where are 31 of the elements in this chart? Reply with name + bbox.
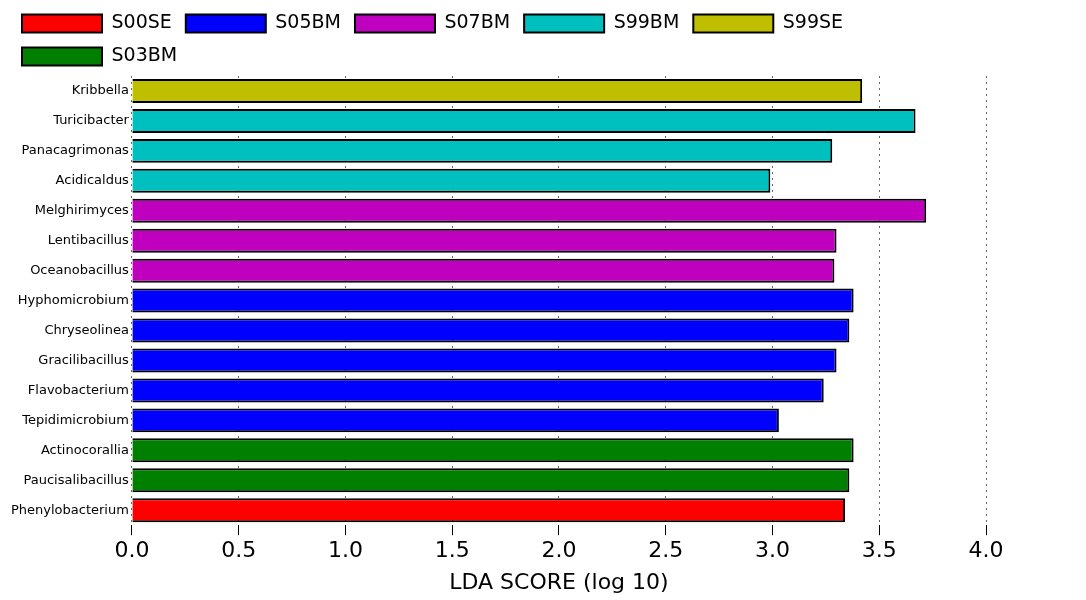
x-tick-label: 2.0 — [541, 537, 577, 563]
y-tick-label: Melghirimyces — [34, 202, 130, 218]
legend-label: S07BM — [444, 10, 511, 33]
x-tick-label: 3.0 — [754, 537, 790, 563]
y-tick-label: Acidicaldus — [55, 172, 130, 188]
y-tick-label: Tepidimicrobium — [21, 411, 129, 427]
y-tick-label: Kribbella — [71, 82, 129, 98]
y-tick-label: Turicibacter — [52, 112, 130, 128]
y-tick-label: Phenylobacterium — [10, 501, 129, 517]
x-tick-label: 3.5 — [861, 537, 897, 563]
x-tick-label: 1.5 — [434, 537, 470, 563]
y-tick-label: Flavobacterium — [27, 381, 129, 397]
y-tick-label: Hyphomicrobium — [17, 291, 129, 307]
x-tick-label: 0.0 — [114, 537, 150, 563]
y-tick-label: Paucisalibacillus — [23, 471, 130, 487]
x-tick-label: 1.0 — [327, 537, 363, 563]
legend-label: S99BM — [613, 10, 680, 33]
legend-label: S05BM — [275, 10, 341, 33]
legend-label: S03BM — [111, 43, 178, 66]
y-tick-label: Actinocorallia — [40, 441, 129, 457]
legend-label: S99SE — [782, 10, 844, 33]
legend-label: S00SE — [111, 10, 172, 33]
x-tick-label: 0.5 — [221, 537, 257, 563]
x-tick-label: 2.5 — [648, 537, 684, 563]
y-tick-label: Lentibacillus — [47, 232, 130, 248]
x-axis-title: LDA SCORE (log 10) — [449, 568, 669, 594]
y-tick-label: Oceanobacillus — [30, 262, 130, 278]
x-tick-label: 4.0 — [968, 537, 1004, 563]
y-tick-label: Gracilibacillus — [38, 351, 130, 367]
y-tick-label: Chryseolinea — [44, 321, 129, 337]
y-tick-label: Panacagrimonas — [21, 142, 130, 158]
